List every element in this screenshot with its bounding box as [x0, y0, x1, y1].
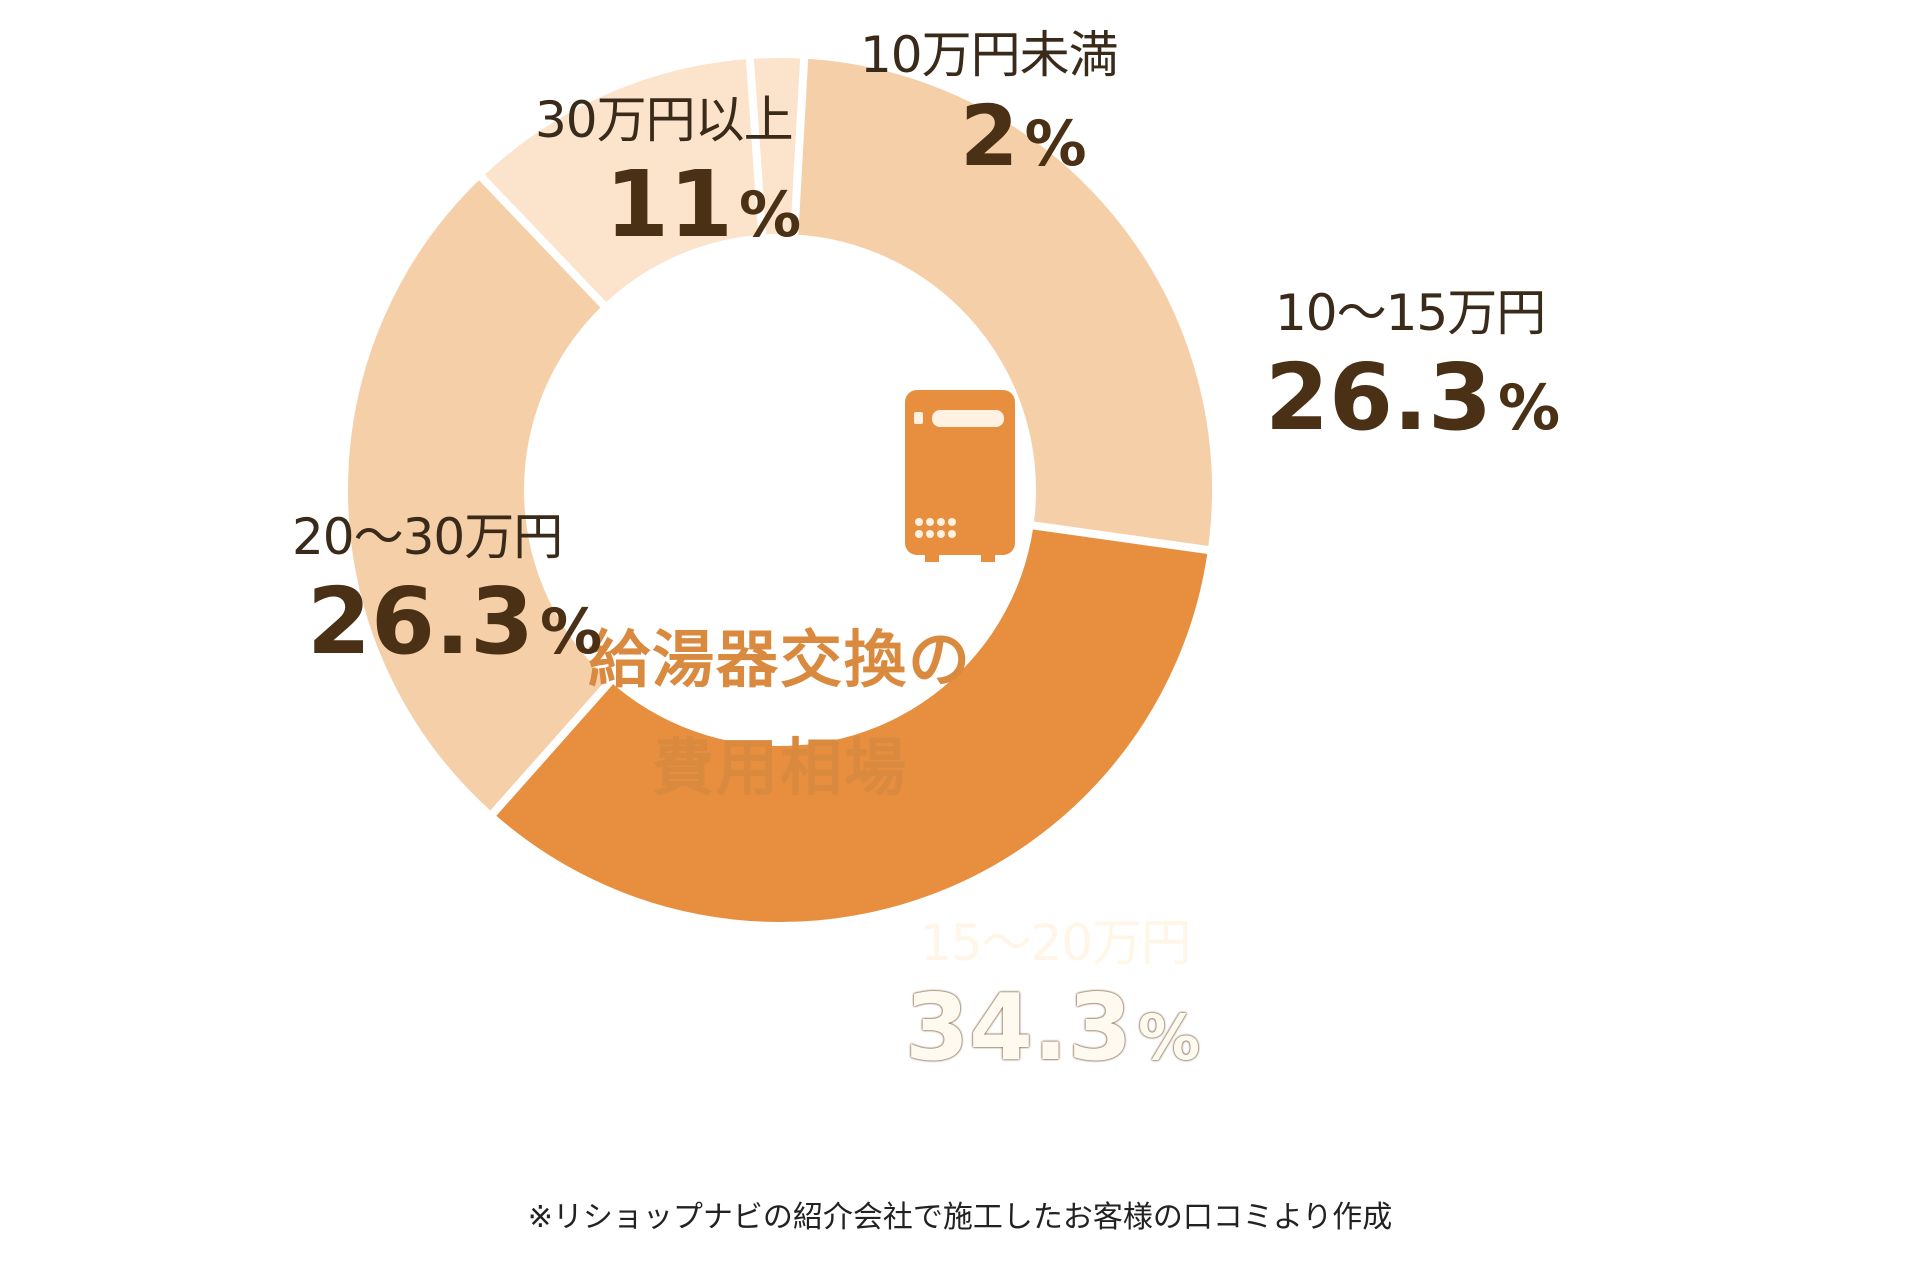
footnote: ※リショップナビの紹介会社で施工したお客様の口コミより作成: [527, 1200, 1393, 1235]
category-label: 10万円未満: [860, 26, 1119, 84]
donut-hole: [524, 234, 1036, 746]
category-label: 30万円以上: [535, 91, 794, 149]
percent-value: 11%: [605, 151, 802, 258]
percent-value: 26.3%: [1265, 344, 1561, 451]
slice-label-20-30: 20〜30万円 26.3%: [292, 512, 602, 668]
category-label: 15〜20万円: [920, 914, 1191, 972]
percent-value: 2%: [960, 87, 1087, 185]
percent-value: 34.3%: [905, 974, 1201, 1081]
percent-value: 26.3%: [307, 568, 603, 675]
donut-slices: [340, 50, 1220, 930]
category-label: 10〜15万円: [1275, 284, 1546, 342]
center-title-line2: 費用相場: [651, 731, 909, 804]
slice-label-15-20: 15〜20万円 34.3%: [905, 914, 1200, 1074]
slice-label-under-10: 10万円未満 2%: [860, 26, 1119, 185]
slice-label-over-30: 30万円以上 11%: [535, 95, 801, 251]
category-label: 20〜30万円: [292, 508, 563, 566]
center-title-line1: 給湯器交換の: [587, 623, 973, 696]
slice-label-10-15: 10〜15万円 26.3%: [1265, 284, 1560, 444]
water-heater-icon: [905, 390, 1015, 562]
